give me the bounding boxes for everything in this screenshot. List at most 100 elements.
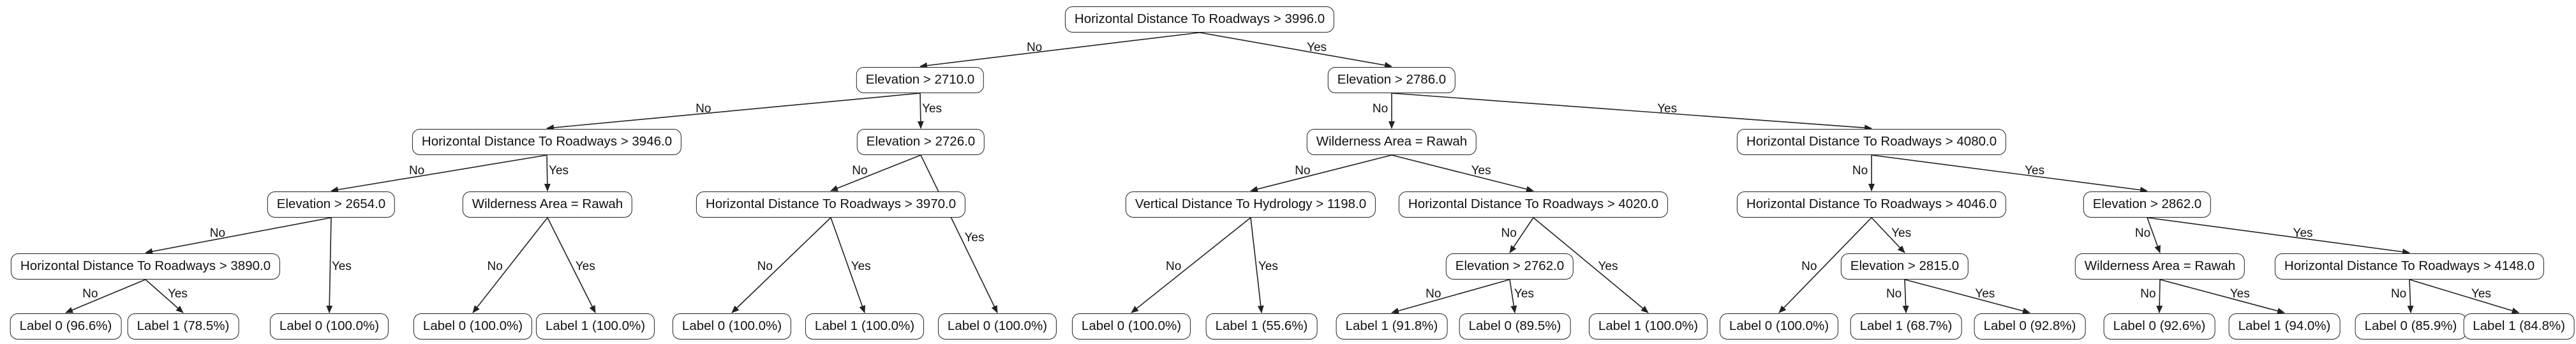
- tree-edge: [920, 154, 998, 313]
- edge-label-no: No: [2134, 226, 2151, 240]
- decision-node: Elevation > 2654.0: [267, 191, 396, 218]
- leaf-node: Label 0 (96.6%): [10, 313, 122, 340]
- leaf-node: Label 0 (89.5%): [1459, 313, 1571, 340]
- leaf-node: Label 1 (100.0%): [535, 313, 655, 340]
- decision-node: Wilderness Area = Rawah: [1306, 129, 1477, 155]
- tree-edge: [1871, 217, 1905, 253]
- edge-label-no: No: [696, 101, 711, 116]
- edge-label-yes: Yes: [167, 287, 188, 301]
- decision-node: Horizontal Distance To Roadways > 3890.0: [10, 253, 281, 280]
- tree-edge: [830, 217, 866, 313]
- tree-edge: [2147, 217, 2410, 255]
- tree-edge: [917, 93, 924, 129]
- edge-label-yes: Yes: [964, 231, 985, 245]
- tree-edge: [1391, 279, 1510, 314]
- leaf-node: Label 0 (92.6%): [2103, 313, 2215, 340]
- edge-label-yes: Yes: [1307, 40, 1327, 54]
- edge-label-yes: Yes: [1975, 287, 1995, 301]
- edge-label-yes: Yes: [575, 259, 595, 273]
- decision-node: Elevation > 2786.0: [1327, 67, 1456, 93]
- tree-edge: [331, 154, 547, 193]
- tree-edge: [1509, 279, 1517, 313]
- leaf-node: Label 0 (100.0%): [269, 313, 389, 340]
- edge-label-no: No: [1801, 259, 1817, 273]
- edge-label-yes: Yes: [2293, 226, 2313, 240]
- tree-edge: [1131, 217, 1251, 313]
- tree-edge: [919, 32, 1200, 69]
- tree-edge: [326, 217, 333, 313]
- tree-edge: [546, 93, 921, 131]
- edge-label-yes: Yes: [1891, 226, 1912, 240]
- tree-edge: [2407, 279, 2414, 313]
- tree-edge: [830, 154, 921, 191]
- edge-label-yes: Yes: [1657, 101, 1678, 116]
- edge-label-no: No: [757, 259, 773, 273]
- tree-edge: [472, 217, 548, 313]
- edge-label-no: No: [487, 259, 503, 273]
- leaf-node: Label 0 (100.0%): [1719, 313, 1839, 340]
- decision-node: Vertical Distance To Hydrology > 1198.0: [1125, 191, 1376, 218]
- decision-node: Elevation > 2815.0: [1840, 253, 1969, 280]
- decision-node: Elevation > 2862.0: [2083, 191, 2212, 218]
- decision-node: Elevation > 2762.0: [1445, 253, 1574, 280]
- tree-edge: [731, 217, 831, 313]
- edge-label-no: No: [82, 287, 98, 301]
- leaf-node: Label 0 (100.0%): [413, 313, 533, 340]
- leaf-node: Label 0 (100.0%): [937, 313, 1057, 340]
- tree-edge: [1871, 154, 2148, 193]
- edge-label-no: No: [1426, 287, 1441, 301]
- edge-label-yes: Yes: [1258, 259, 1278, 273]
- decision-node: Wilderness Area = Rawah: [2074, 253, 2245, 280]
- edge-label-no: No: [1165, 259, 1182, 273]
- edge-label-no: No: [2140, 287, 2156, 301]
- leaf-node: Label 1 (100.0%): [805, 313, 925, 340]
- leaf-node: Label 0 (92.8%): [1974, 313, 2086, 340]
- decision-node: Wilderness Area = Rawah: [462, 191, 633, 218]
- decision-node: Horizontal Distance To Roadways > 4080.0: [1736, 129, 2007, 155]
- edge-label-no: No: [1501, 226, 1517, 240]
- edge-label-yes: Yes: [2471, 287, 2491, 301]
- leaf-node: Label 0 (100.0%): [1071, 313, 1191, 340]
- tree-edge: [1391, 154, 1534, 193]
- leaf-node: Label 1 (84.8%): [2463, 313, 2575, 340]
- leaf-node: Label 1 (68.7%): [1850, 313, 1962, 340]
- edge-label-no: No: [408, 164, 425, 178]
- tree-edge: [1199, 32, 1392, 69]
- tree-edge: [2159, 279, 2285, 314]
- tree-edge: [1902, 279, 1909, 313]
- decision-node: Horizontal Distance To Roadways > 3946.0: [412, 129, 682, 155]
- edge-label-yes: Yes: [1471, 164, 1491, 178]
- edge-label-yes: Yes: [331, 259, 352, 273]
- leaf-node: Label 1 (94.0%): [2228, 313, 2341, 340]
- tree-edge: [1250, 217, 1264, 313]
- edge-label-yes: Yes: [2230, 287, 2250, 301]
- decision-node: Horizontal Distance To Roadways > 3970.0: [696, 191, 966, 218]
- edge-label-no: No: [209, 226, 226, 240]
- decision-node: Horizontal Distance To Roadways > 4020.0: [1398, 191, 1669, 218]
- edge-label-no: No: [1295, 164, 1311, 178]
- leaf-node: Label 1 (91.8%): [1336, 313, 1448, 340]
- tree-edge: [65, 279, 146, 313]
- edge-label-no: No: [1886, 287, 1902, 301]
- decision-node: Elevation > 2726.0: [856, 129, 985, 155]
- tree-edge: [1904, 279, 2030, 315]
- tree-edge: [1533, 217, 1649, 313]
- tree-edge: [1250, 154, 1392, 193]
- decision-node: Horizontal Distance To Roadways > 4046.0: [1736, 191, 2007, 218]
- tree-edge: [1509, 217, 1534, 253]
- leaf-node: Label 0 (100.0%): [672, 313, 792, 340]
- edge-label-yes: Yes: [851, 259, 871, 273]
- tree-edge: [145, 279, 184, 313]
- leaf-node: Label 1 (100.0%): [1588, 313, 1708, 340]
- tree-edge: [145, 217, 332, 255]
- tree-edge: [547, 217, 596, 313]
- tree-edge: [2156, 279, 2163, 313]
- edge-label-yes: Yes: [1598, 259, 1618, 273]
- tree-edge: [1391, 93, 1872, 131]
- leaf-node: Label 1 (55.6%): [1205, 313, 1318, 340]
- tree-edge: [2147, 217, 2161, 253]
- edge-label-no: No: [852, 164, 868, 178]
- edge-label-yes: Yes: [922, 101, 942, 116]
- edge-label-no: No: [1372, 101, 1389, 116]
